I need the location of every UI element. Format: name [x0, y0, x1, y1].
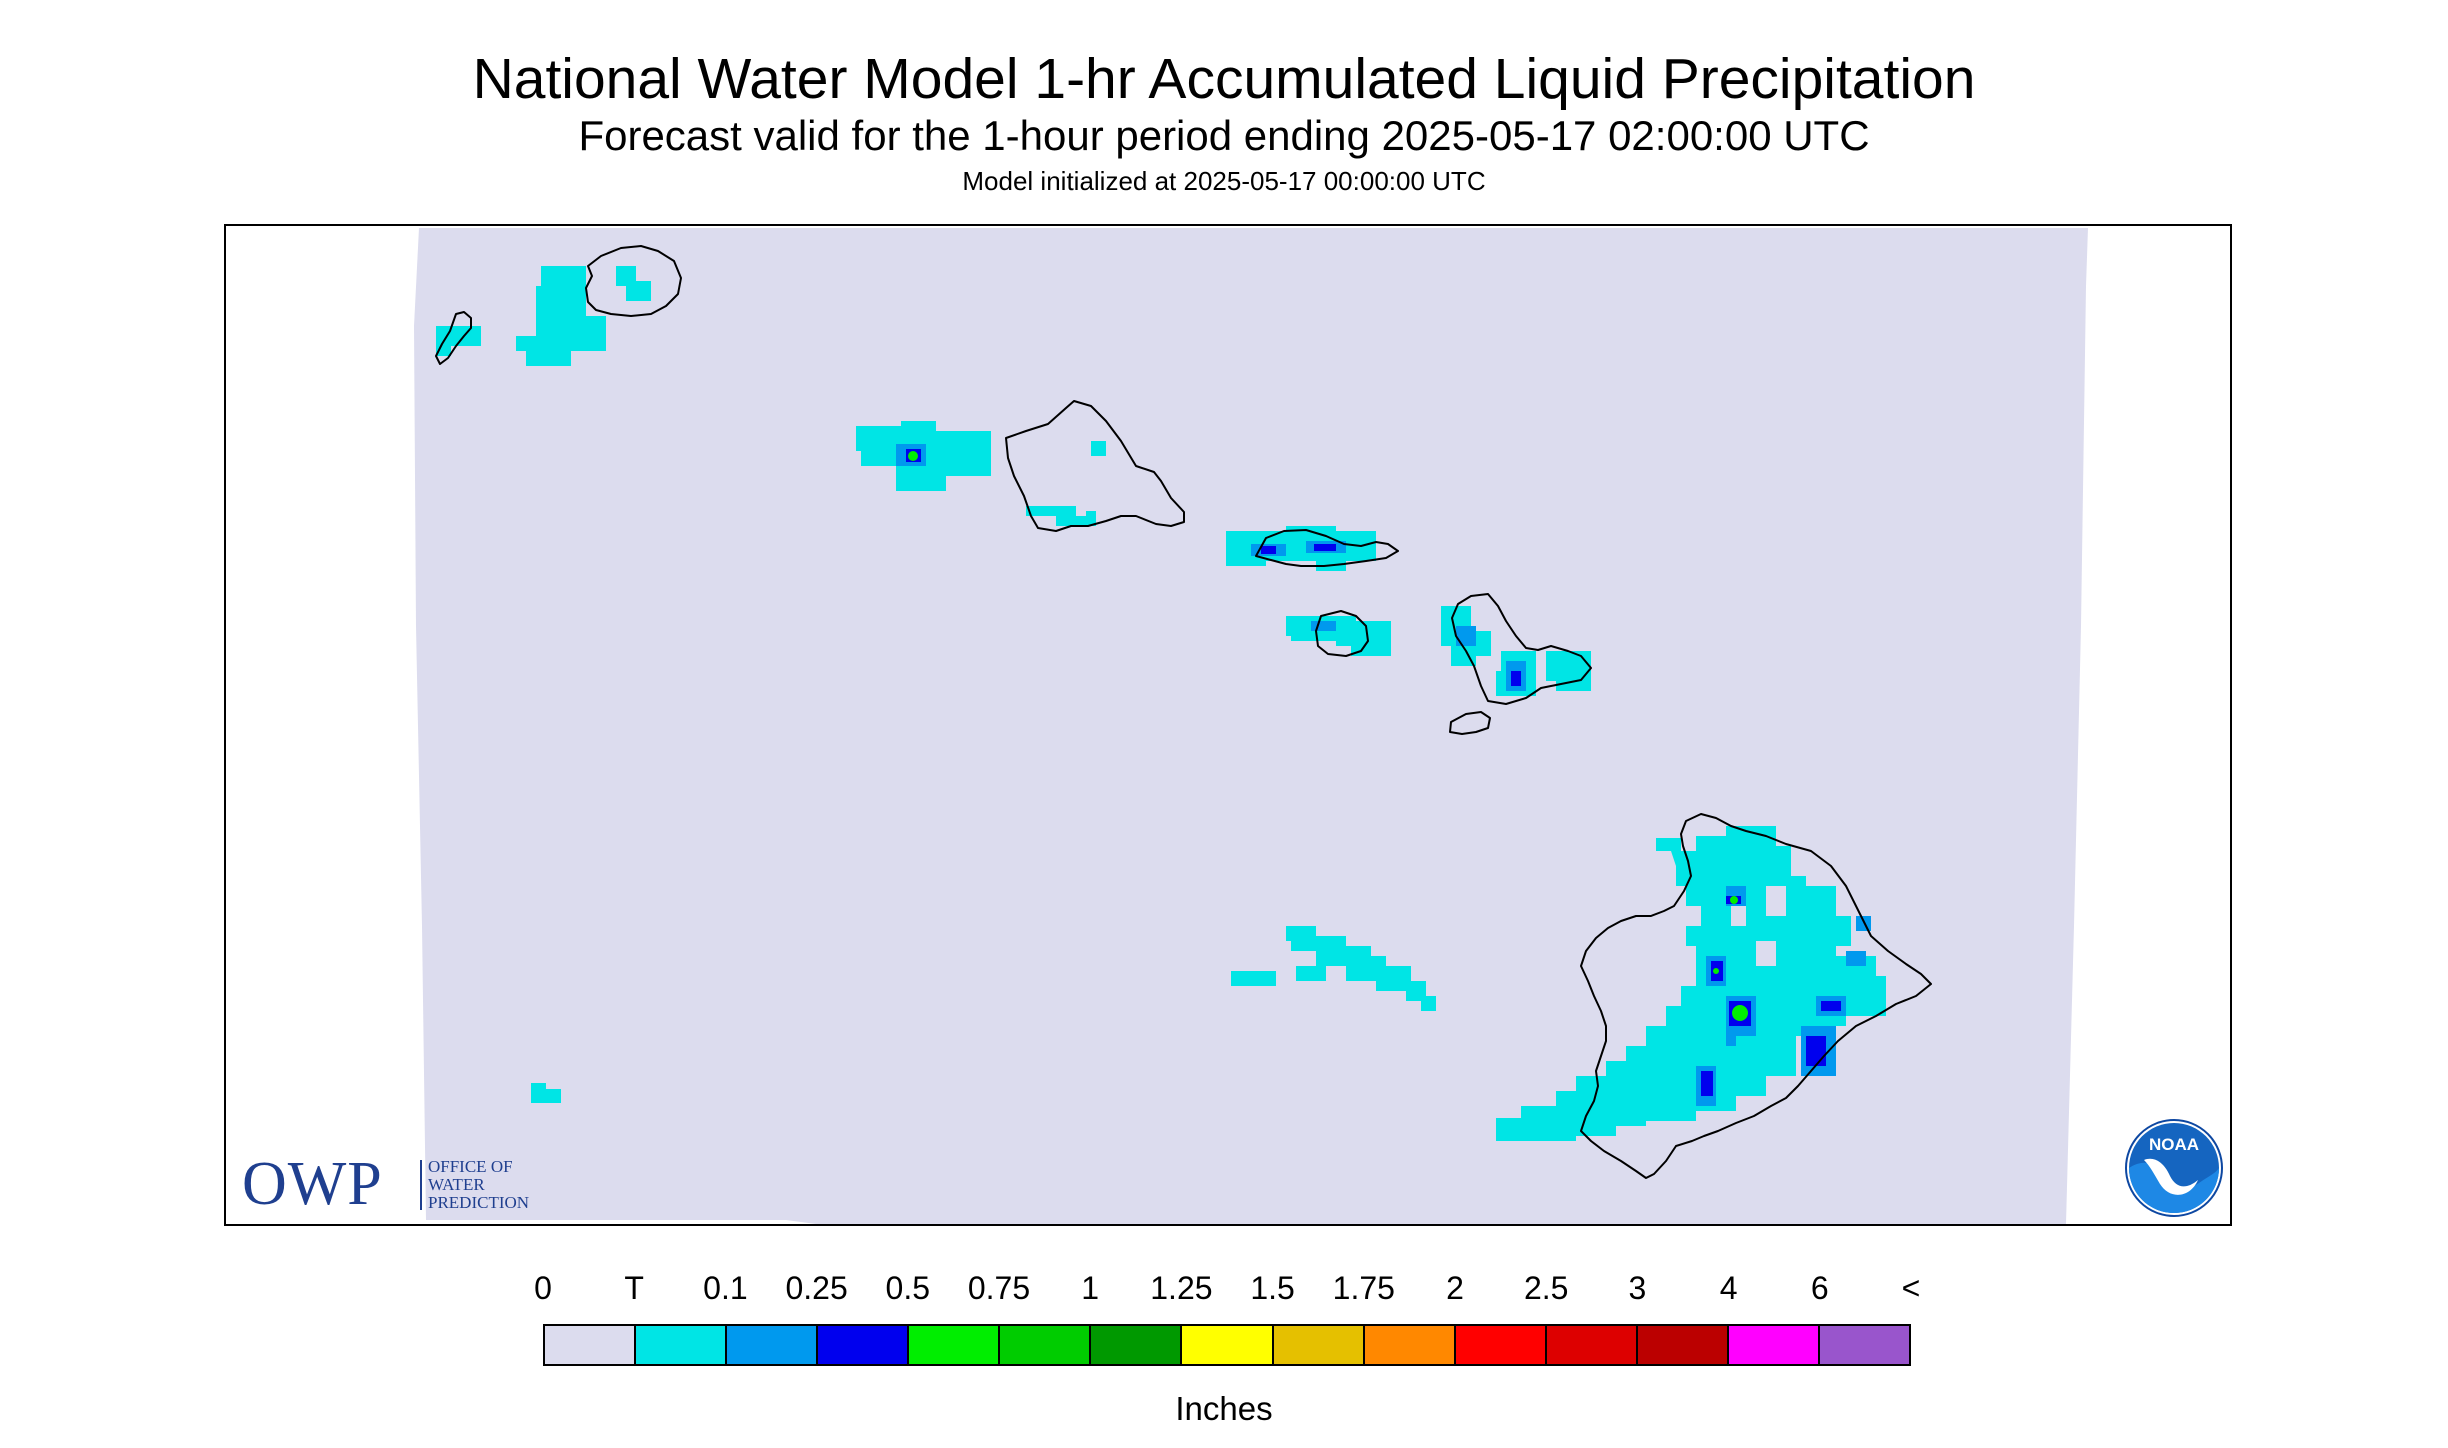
legend-label: 1.25 — [1150, 1270, 1213, 1306]
oahu-coast — [1005, 400, 1185, 532]
big-island-coast — [1580, 813, 1932, 1179]
noaa-logo-text: NOAA — [2149, 1135, 2199, 1154]
legend-swatch — [545, 1326, 637, 1364]
legend-swatch — [1000, 1326, 1092, 1364]
legend-swatch — [1091, 1326, 1183, 1364]
legend-label: 2 — [1446, 1270, 1464, 1306]
owp-line-3: PREDICTION — [428, 1193, 530, 1212]
owp-line-2: WATER — [428, 1175, 485, 1194]
legend-units: Inches — [1175, 1390, 1273, 1427]
legend-swatch — [636, 1326, 728, 1364]
owp-logo-mark: OWP — [242, 1150, 383, 1218]
legend-label: 6 — [1810, 1270, 1829, 1306]
precip-core — [908, 451, 1748, 1021]
map-frame: OWP OFFICE OF WATER PREDICTION NOAA — [224, 224, 2232, 1226]
precip-holes — [1731, 886, 1786, 966]
legend-label: 4 — [1719, 1270, 1738, 1306]
legend-swatch — [1728, 1326, 1820, 1364]
legend-label: 0.5 — [885, 1270, 931, 1306]
legend-swatch — [1546, 1326, 1638, 1364]
legend-swatch — [1637, 1326, 1729, 1364]
legend-label: 2.5 — [1523, 1270, 1569, 1306]
chart-subtitle: Forecast valid for the 1-hour period end… — [578, 112, 1870, 159]
legend-label: T — [624, 1270, 644, 1306]
legend-label: 0.1 — [703, 1270, 748, 1306]
legend-label: 1.5 — [1250, 1270, 1295, 1306]
owp-logo-text: OFFICE OF WATER PREDICTION — [428, 1158, 529, 1212]
legend-swatch — [818, 1326, 910, 1364]
legend-swatch — [1182, 1326, 1274, 1364]
coastlines — [435, 245, 1932, 1179]
legend-swatch — [1819, 1326, 1909, 1364]
legend-label: < — [1901, 1270, 1921, 1306]
precipitation-map — [414, 228, 2088, 1224]
legend-swatch — [1273, 1326, 1365, 1364]
legend-swatch — [727, 1326, 819, 1364]
legend-label: 0.25 — [785, 1270, 848, 1306]
model-init-text: Model initialized at 2025-05-17 00:00:00… — [962, 166, 1486, 196]
legend-label: 1.75 — [1332, 1270, 1395, 1306]
niihau-coast — [435, 311, 472, 365]
maui-coast — [1451, 593, 1592, 705]
owp-line-1: OFFICE OF — [428, 1157, 513, 1176]
color-legend-bar — [543, 1324, 1911, 1366]
model-domain — [414, 228, 2088, 1224]
kauai-coast — [585, 245, 682, 317]
legend-swatch — [909, 1326, 1001, 1364]
legend-label: 0 — [534, 1270, 552, 1306]
lanai-coast — [1315, 610, 1369, 657]
molokai-coast — [1255, 529, 1399, 567]
chart-title: National Water Model 1-hr Accumulated Li… — [472, 47, 1976, 111]
legend-labels: 0 T 0.1 0.25 0.5 0.75 1 1.25 1.5 1.75 2 2.5 3 4 6 < — [0, 1270, 2448, 1310]
legend-swatch — [1364, 1326, 1456, 1364]
legend-label: 3 — [1628, 1270, 1647, 1306]
legend-swatch — [1455, 1326, 1547, 1364]
owp-logo-divider — [420, 1160, 422, 1210]
noaa-logo: NOAA — [2125, 1119, 2223, 1217]
legend-label: 1 — [1081, 1270, 1100, 1306]
legend-label: 0.75 — [967, 1270, 1031, 1306]
kahoolawe-coast — [1449, 711, 1491, 735]
